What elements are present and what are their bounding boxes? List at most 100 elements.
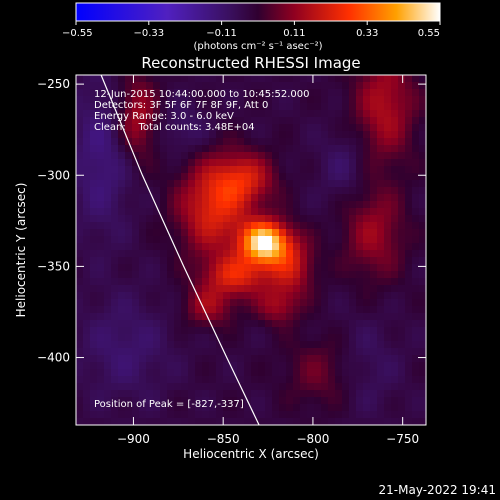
heatmap-cell xyxy=(76,187,84,195)
heatmap-cell xyxy=(125,397,133,405)
heatmap-cell xyxy=(279,173,287,181)
heatmap-cell xyxy=(76,278,84,286)
heatmap-cell xyxy=(307,229,315,237)
heatmap-cell xyxy=(349,369,357,377)
heatmap-cell xyxy=(216,327,224,335)
heatmap-cell xyxy=(237,264,245,272)
heatmap-cell xyxy=(258,103,266,111)
heatmap-cell xyxy=(265,187,273,195)
heatmap-cell xyxy=(321,180,329,188)
heatmap-cell xyxy=(202,369,210,377)
heatmap-cell xyxy=(202,278,210,286)
heatmap-cell xyxy=(216,320,224,328)
heatmap-cell xyxy=(412,404,420,412)
heatmap-cell xyxy=(125,306,133,314)
heatmap-cell xyxy=(174,131,182,139)
heatmap-cell xyxy=(118,418,126,425)
heatmap-cell xyxy=(314,334,322,342)
heatmap-cell xyxy=(146,257,154,265)
heatmap-cell xyxy=(286,117,294,125)
heatmap-cell xyxy=(111,257,119,265)
heatmap-cell xyxy=(167,320,175,328)
heatmap-cell xyxy=(293,292,301,300)
heatmap-cell xyxy=(174,180,182,188)
heatmap-cell xyxy=(251,117,259,125)
heatmap-cell xyxy=(195,411,203,419)
heatmap-cell xyxy=(244,411,252,419)
heatmap-cell xyxy=(83,145,91,153)
heatmap-cell xyxy=(335,236,343,244)
heatmap-cell xyxy=(209,215,217,223)
heatmap-cell xyxy=(160,117,168,125)
heatmap-cell xyxy=(237,334,245,342)
heatmap-cell xyxy=(97,271,105,279)
heatmap-cell xyxy=(244,173,252,181)
heatmap-cell xyxy=(405,264,413,272)
heatmap-cell xyxy=(307,376,315,384)
heatmap-cell xyxy=(398,250,406,258)
heatmap-cell xyxy=(230,355,238,363)
heatmap-cell xyxy=(279,306,287,314)
heatmap-cell xyxy=(160,341,168,349)
heatmap-cell xyxy=(125,166,133,174)
heatmap-cell xyxy=(272,257,280,265)
heatmap-cell xyxy=(188,201,196,209)
heatmap-cell xyxy=(293,124,301,132)
heatmap-cell xyxy=(342,334,350,342)
heatmap-cell xyxy=(377,201,385,209)
heatmap-cell xyxy=(265,222,273,230)
heatmap-cell xyxy=(160,222,168,230)
heatmap-cell xyxy=(244,96,252,104)
heatmap-cell xyxy=(272,341,280,349)
heatmap-cell xyxy=(363,166,371,174)
heatmap-cell xyxy=(363,418,371,425)
heatmap-cell xyxy=(202,383,210,391)
heatmap-cell xyxy=(174,355,182,363)
heatmap-cell xyxy=(139,117,147,125)
heatmap-cell xyxy=(244,117,252,125)
heatmap-cell xyxy=(286,369,294,377)
heatmap-cell xyxy=(279,110,287,118)
heatmap-cell xyxy=(391,152,399,160)
heatmap-cell xyxy=(384,348,392,356)
heatmap xyxy=(76,75,426,425)
heatmap-cell xyxy=(293,376,301,384)
heatmap-cell xyxy=(167,341,175,349)
heatmap-cell xyxy=(293,173,301,181)
heatmap-cell xyxy=(412,201,420,209)
heatmap-cell xyxy=(202,418,210,425)
heatmap-cell xyxy=(97,348,105,356)
heatmap-cell xyxy=(139,138,147,146)
heatmap-cell xyxy=(209,264,217,272)
heatmap-cell xyxy=(181,166,189,174)
heatmap-cell xyxy=(195,215,203,223)
heatmap-cell xyxy=(195,271,203,279)
heatmap-cell xyxy=(111,194,119,202)
heatmap-cell xyxy=(230,145,238,153)
heatmap-cell xyxy=(398,236,406,244)
heatmap-cell xyxy=(125,299,133,307)
heatmap-cell xyxy=(349,320,357,328)
heatmap-cell xyxy=(118,159,126,167)
heatmap-cell xyxy=(377,320,385,328)
heatmap-cell xyxy=(181,222,189,230)
heatmap-cell xyxy=(419,222,426,230)
heatmap-cell xyxy=(216,348,224,356)
heatmap-cell xyxy=(342,355,350,363)
heatmap-cell xyxy=(391,383,399,391)
heatmap-cell xyxy=(384,208,392,216)
heatmap-cell xyxy=(160,306,168,314)
heatmap-cell xyxy=(223,397,231,405)
heatmap-cell xyxy=(300,166,308,174)
heatmap-cell xyxy=(349,180,357,188)
heatmap-cell xyxy=(181,327,189,335)
heatmap-cell xyxy=(377,418,385,425)
heatmap-cell xyxy=(118,145,126,153)
heatmap-cell xyxy=(167,411,175,419)
heatmap-cell xyxy=(307,145,315,153)
heatmap-cell xyxy=(328,397,336,405)
heatmap-cell xyxy=(146,341,154,349)
heatmap-cell xyxy=(139,152,147,160)
heatmap-cell xyxy=(97,306,105,314)
